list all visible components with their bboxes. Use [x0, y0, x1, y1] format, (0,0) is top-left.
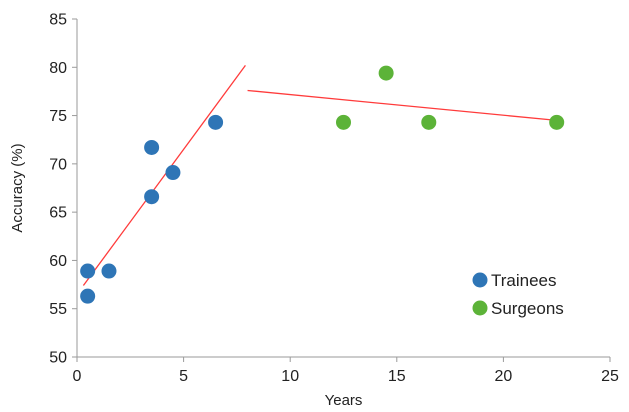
data-point-trainees [165, 165, 181, 181]
data-point-trainees [80, 263, 96, 279]
x-tick-label: 0 [73, 368, 82, 385]
y-tick-label: 70 [49, 156, 67, 173]
data-point-trainees [101, 263, 117, 279]
y-axis-label: Accuracy (%) [9, 143, 26, 232]
data-point-surgeons [549, 114, 565, 130]
data-point-surgeons [421, 114, 437, 130]
legend-marker-surgeons [472, 300, 488, 316]
trendline-surgeons [247, 89, 557, 122]
x-tick-label: 5 [179, 368, 188, 385]
trendlines [82, 64, 557, 286]
y-tick-label: 60 [49, 253, 67, 270]
x-tick-label: 25 [601, 368, 619, 385]
legend-label-surgeons: Surgeons [491, 299, 564, 318]
y-tick-label: 80 [49, 60, 67, 77]
data-point-trainees [80, 288, 96, 304]
y-tick-label: 50 [49, 350, 67, 367]
x-tick-label: 15 [388, 368, 406, 385]
x-axis-ticks: 0 5 10 15 20 25 [73, 357, 619, 385]
data-point-trainees [144, 139, 160, 155]
y-tick-label: 65 [49, 205, 67, 222]
data-point-trainees [144, 189, 160, 205]
data-point-surgeons [378, 65, 394, 81]
data-point-surgeons [336, 114, 351, 130]
x-axis-label: Years [325, 392, 363, 409]
x-tick-label: 20 [495, 368, 513, 385]
y-axis-ticks: 50 55 60 65 70 75 80 85 [49, 12, 77, 367]
legend-marker-trainees [472, 272, 488, 288]
y-tick-label: 85 [49, 12, 67, 29]
x-tick-label: 10 [281, 368, 299, 385]
trendline-trainees [82, 64, 246, 286]
data-point-trainees [208, 114, 224, 130]
data-points [80, 65, 565, 304]
y-tick-label: 55 [49, 301, 67, 318]
legend-label-trainees: Trainees [491, 271, 557, 290]
y-tick-label: 75 [49, 108, 67, 125]
legend: Trainees Surgeons [472, 271, 564, 318]
